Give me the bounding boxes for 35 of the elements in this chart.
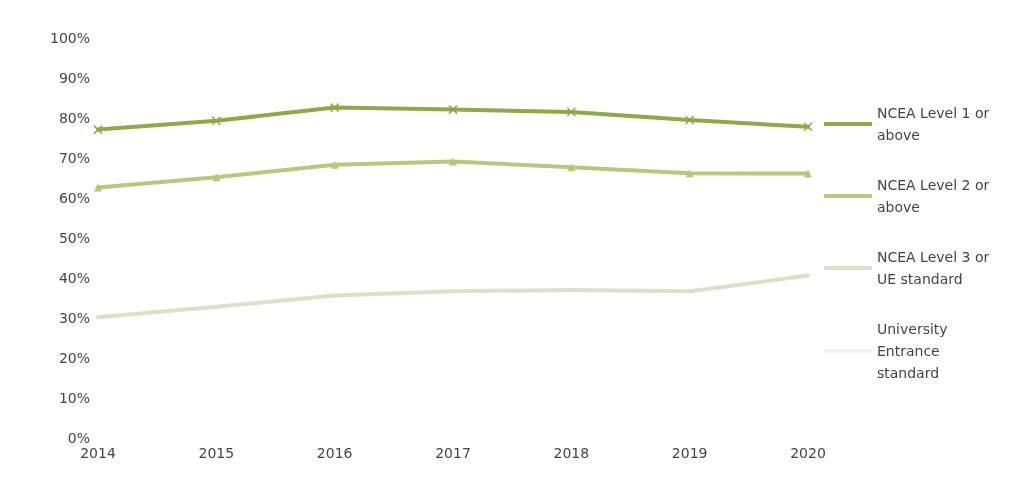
x-tick-label: 2016 bbox=[316, 445, 353, 461]
y-tick-label: 0% bbox=[67, 430, 90, 446]
point bbox=[329, 102, 340, 113]
point bbox=[94, 183, 102, 192]
y-tick-label: 100% bbox=[49, 30, 90, 46]
y-tick-label: 60% bbox=[58, 190, 90, 206]
x-tick-label: 2019 bbox=[671, 445, 708, 461]
legend-label: NCEA Level 2 or above bbox=[877, 177, 994, 215]
y-tick-label: 20% bbox=[58, 350, 90, 366]
y-tick-label: 80% bbox=[58, 110, 90, 126]
point bbox=[211, 116, 222, 126]
y-tick-label: 90% bbox=[58, 70, 90, 86]
x-tick-label: 2017 bbox=[435, 445, 471, 461]
x-tick-label: 2014 bbox=[80, 445, 116, 461]
x-tick-label: 2020 bbox=[790, 445, 826, 461]
y-tick-label: 30% bbox=[58, 310, 90, 326]
point bbox=[566, 107, 577, 117]
line-series bbox=[94, 157, 812, 192]
legend-label: NCEA Level 3 or UE standard bbox=[877, 249, 994, 287]
point bbox=[449, 157, 457, 166]
point bbox=[804, 169, 812, 178]
x-tick-label: 2018 bbox=[553, 445, 590, 461]
line-series bbox=[96, 273, 810, 320]
y-tick-label: 10% bbox=[58, 390, 90, 406]
point bbox=[803, 122, 813, 132]
point bbox=[448, 104, 458, 115]
x-tick-label: 2015 bbox=[198, 445, 235, 461]
point bbox=[684, 115, 695, 125]
point bbox=[330, 160, 339, 169]
y-tick-label: 40% bbox=[58, 270, 90, 286]
y-tick-label: 50% bbox=[58, 230, 90, 246]
legend-label: University Entrance standard bbox=[877, 321, 953, 381]
point bbox=[93, 124, 103, 135]
y-tick-label: 70% bbox=[58, 150, 90, 166]
legend-label: NCEA Level 1 or above bbox=[877, 105, 994, 143]
